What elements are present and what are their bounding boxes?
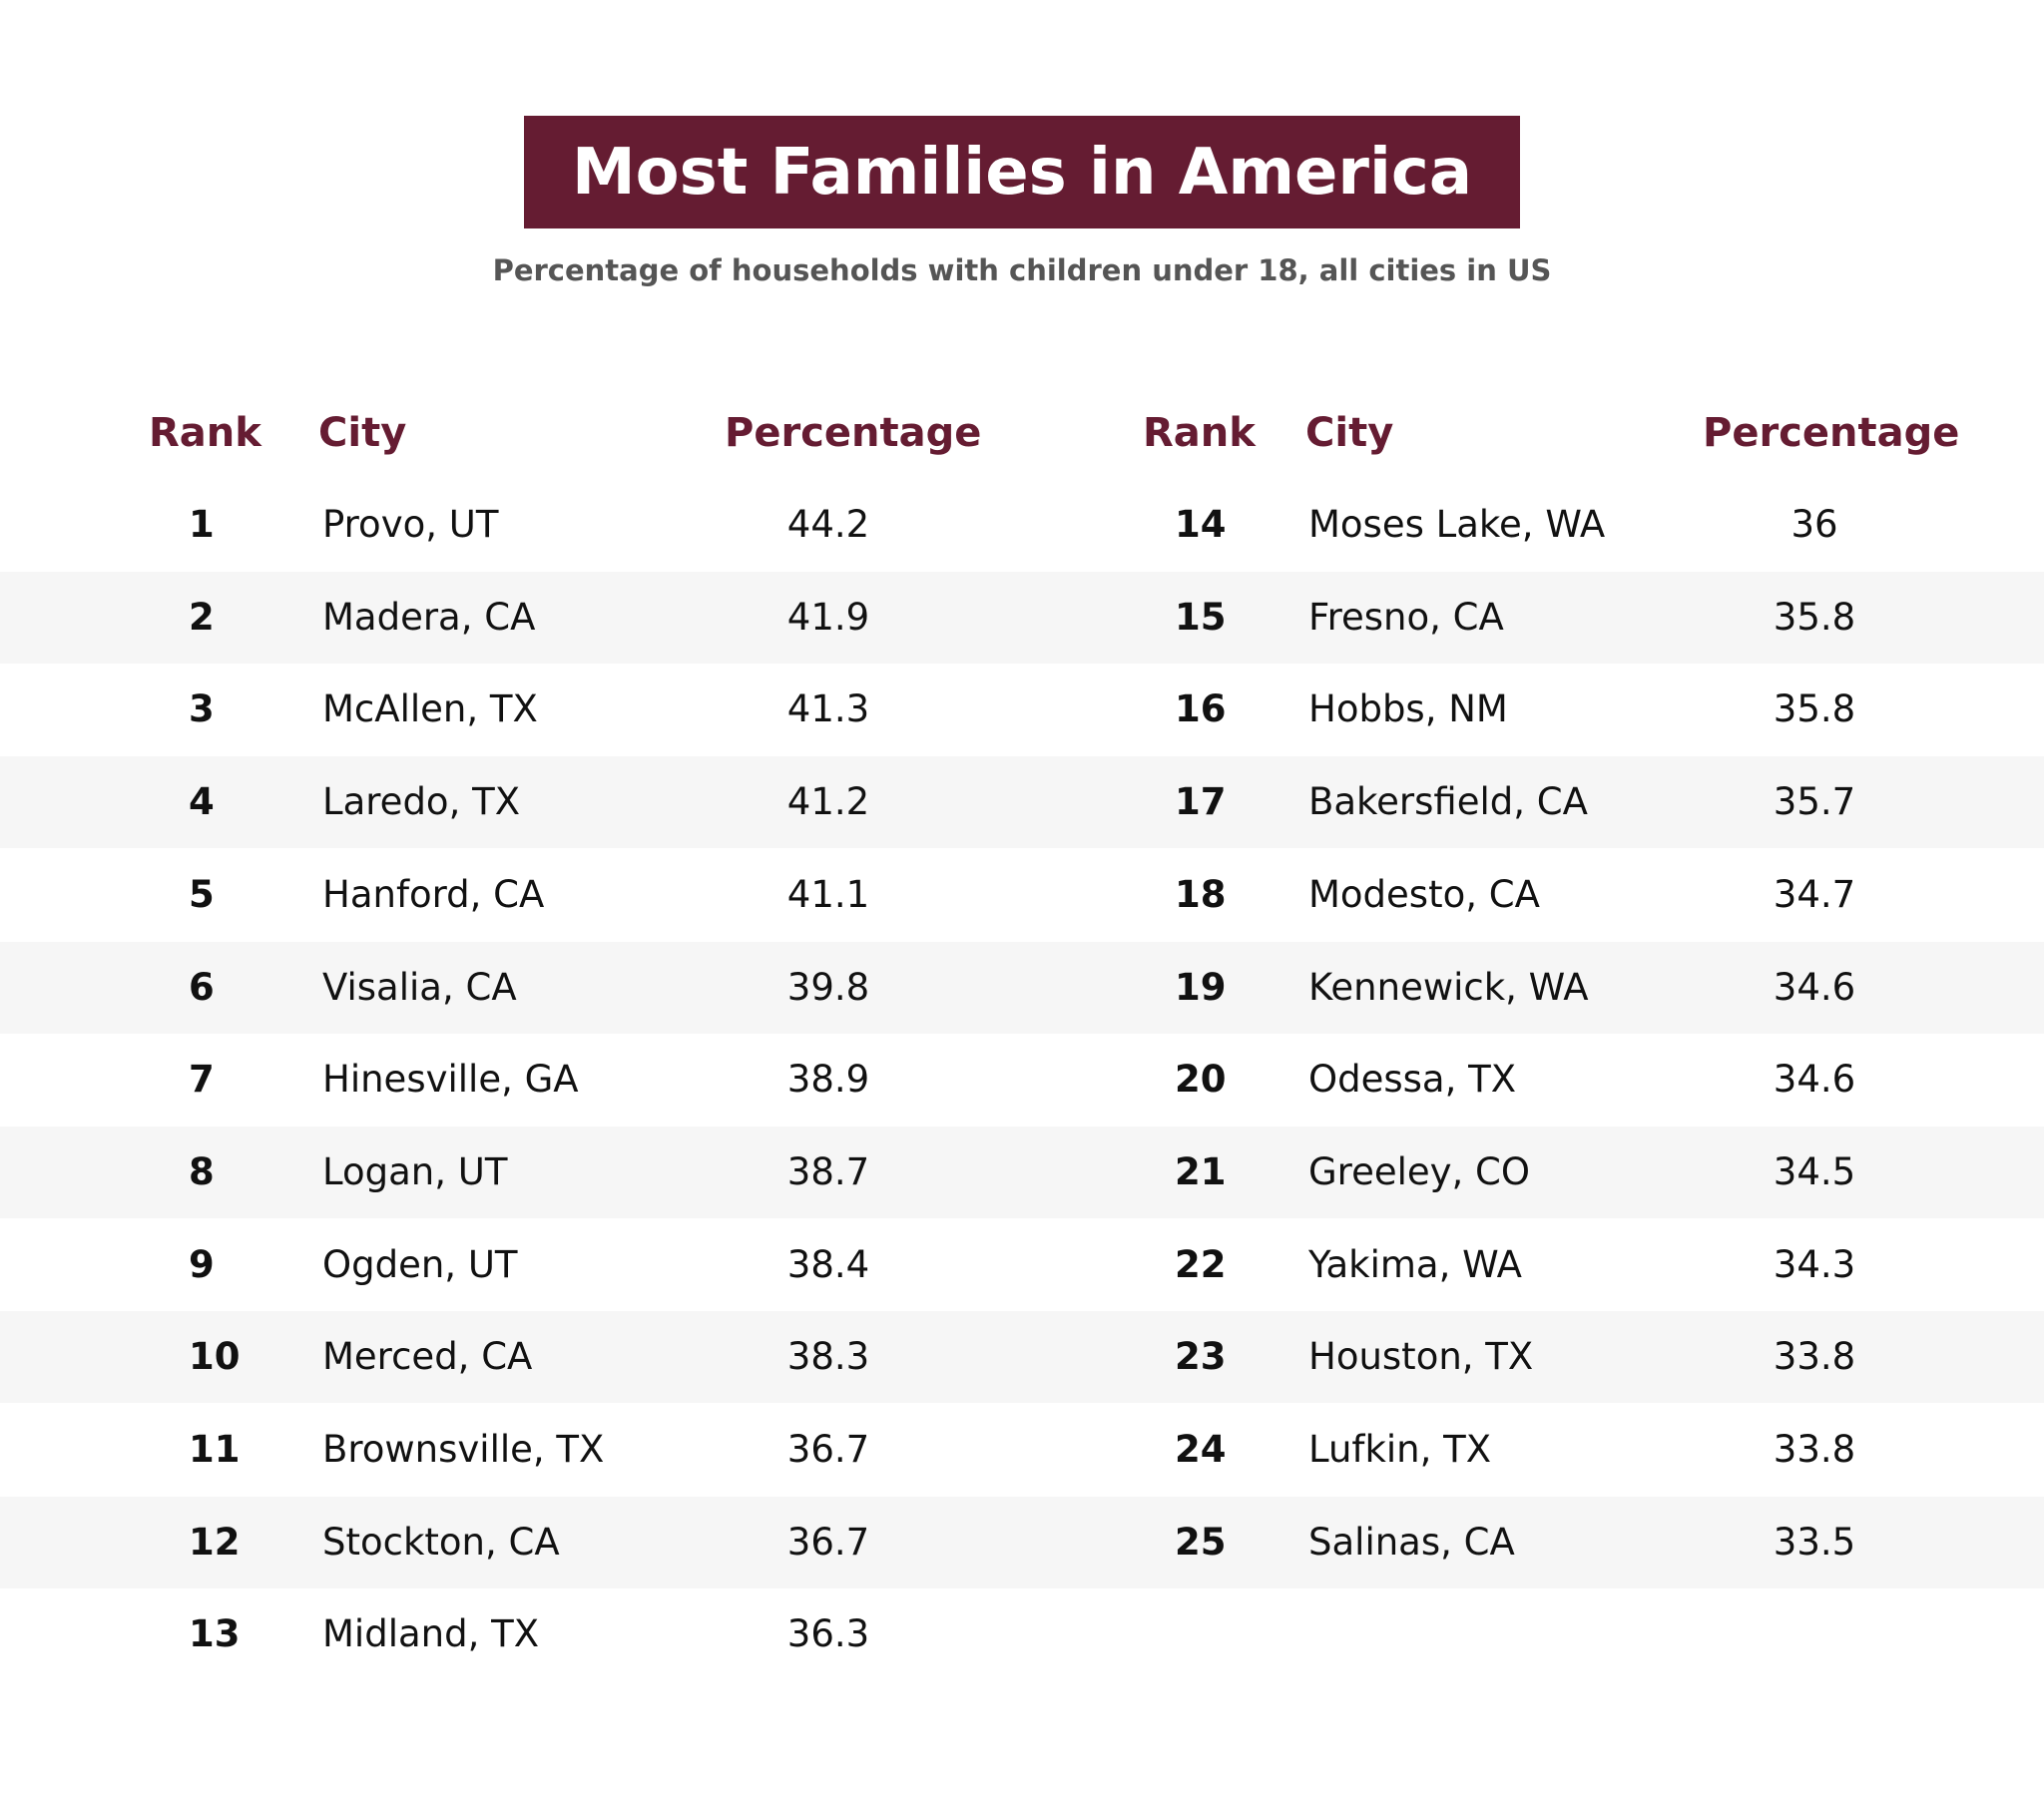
percentage-cell: 41.9: [786, 596, 870, 639]
city-cell: Hanford, CA: [322, 873, 545, 916]
left-rank-header: Rank: [149, 410, 261, 456]
rank-cell: 21: [1175, 1150, 1227, 1193]
rank-cell: 13: [189, 1612, 241, 1655]
percentage-cell: 38.3: [786, 1335, 870, 1378]
city-cell: Greeley, CO: [1308, 1150, 1531, 1193]
percentage-cell: 41.3: [786, 687, 870, 730]
rank-cell: 23: [1175, 1335, 1227, 1378]
rank-cell: 22: [1175, 1243, 1227, 1286]
percentage-cell: 35.8: [1773, 596, 1856, 639]
row-stripe: [0, 1497, 2044, 1588]
city-cell: McAllen, TX: [322, 687, 538, 730]
rank-cell: 8: [189, 1150, 215, 1193]
right-rank-header: Rank: [1143, 410, 1256, 456]
row-stripe: [0, 756, 2044, 848]
percentage-cell: 34.3: [1773, 1243, 1856, 1286]
rank-cell: 18: [1175, 873, 1227, 916]
city-cell: Hobbs, NM: [1308, 687, 1508, 730]
percentage-cell: 41.1: [786, 873, 870, 916]
rank-cell: 4: [189, 780, 215, 823]
city-cell: Merced, CA: [322, 1335, 533, 1378]
city-cell: Kennewick, WA: [1308, 966, 1589, 1009]
rank-cell: 1: [189, 503, 215, 546]
rank-cell: 6: [189, 966, 215, 1009]
left-percentage-header: Percentage: [725, 410, 982, 456]
rank-cell: 7: [189, 1058, 215, 1101]
percentage-cell: 41.2: [786, 780, 870, 823]
city-cell: Midland, TX: [322, 1612, 540, 1655]
city-cell: Moses Lake, WA: [1308, 503, 1606, 546]
rank-cell: 17: [1175, 780, 1227, 823]
percentage-cell: 44.2: [786, 503, 870, 546]
percentage-cell: 36.3: [786, 1612, 870, 1655]
rank-cell: 16: [1175, 687, 1227, 730]
rank-cell: 15: [1175, 596, 1227, 639]
rank-cell: 20: [1175, 1058, 1227, 1101]
city-cell: Lufkin, TX: [1308, 1428, 1492, 1471]
percentage-cell: 38.4: [786, 1243, 870, 1286]
row-stripe: [0, 572, 2044, 664]
city-cell: Madera, CA: [322, 596, 536, 639]
rank-cell: 10: [189, 1335, 241, 1378]
title-banner: Most Families in America: [524, 116, 1520, 228]
percentage-cell: 36.7: [786, 1521, 870, 1564]
chart-subtitle: Percentage of households with children u…: [492, 253, 1552, 287]
percentage-cell: 39.8: [786, 966, 870, 1009]
percentage-cell: 34.6: [1773, 1058, 1856, 1101]
city-cell: Logan, UT: [322, 1150, 508, 1193]
city-cell: Houston, TX: [1308, 1335, 1534, 1378]
rank-cell: 19: [1175, 966, 1227, 1009]
percentage-cell: 38.7: [786, 1150, 870, 1193]
city-cell: Hinesville, GA: [322, 1058, 579, 1101]
rank-cell: 3: [189, 687, 215, 730]
city-cell: Bakersfield, CA: [1308, 780, 1588, 823]
percentage-cell: 33.8: [1773, 1335, 1856, 1378]
row-stripe: [0, 1127, 2044, 1218]
row-stripe: [0, 1311, 2044, 1403]
right-city-header: City: [1305, 410, 1394, 456]
left-city-header: City: [318, 410, 407, 456]
rank-cell: 14: [1175, 503, 1227, 546]
city-cell: Salinas, CA: [1308, 1521, 1515, 1564]
city-cell: Fresno, CA: [1308, 596, 1504, 639]
percentage-cell: 34.5: [1773, 1150, 1856, 1193]
rank-cell: 11: [189, 1428, 241, 1471]
rank-cell: 25: [1175, 1521, 1227, 1564]
rank-cell: 12: [189, 1521, 241, 1564]
row-stripe: [0, 942, 2044, 1034]
city-cell: Provo, UT: [322, 503, 499, 546]
percentage-cell: 36.7: [786, 1428, 870, 1471]
percentage-cell: 33.5: [1773, 1521, 1856, 1564]
rank-cell: 9: [189, 1243, 215, 1286]
city-cell: Modesto, CA: [1308, 873, 1540, 916]
city-cell: Brownsville, TX: [322, 1428, 605, 1471]
city-cell: Yakima, WA: [1308, 1243, 1522, 1286]
city-cell: Odessa, TX: [1308, 1058, 1517, 1101]
rank-cell: 2: [189, 596, 215, 639]
city-cell: Ogden, UT: [322, 1243, 518, 1286]
right-percentage-header: Percentage: [1703, 410, 1960, 456]
city-cell: Visalia, CA: [322, 966, 517, 1009]
percentage-cell: 34.7: [1773, 873, 1856, 916]
rank-cell: 5: [189, 873, 215, 916]
chart-title: Most Families in America: [571, 135, 1473, 210]
percentage-cell: 38.9: [786, 1058, 870, 1101]
city-cell: Stockton, CA: [322, 1521, 560, 1564]
percentage-cell: 35.8: [1773, 687, 1856, 730]
percentage-cell: 35.7: [1773, 780, 1856, 823]
city-cell: Laredo, TX: [322, 780, 521, 823]
percentage-cell: 33.8: [1773, 1428, 1856, 1471]
percentage-cell: 36: [1790, 503, 1838, 546]
percentage-cell: 34.6: [1773, 966, 1856, 1009]
rank-cell: 24: [1175, 1428, 1227, 1471]
